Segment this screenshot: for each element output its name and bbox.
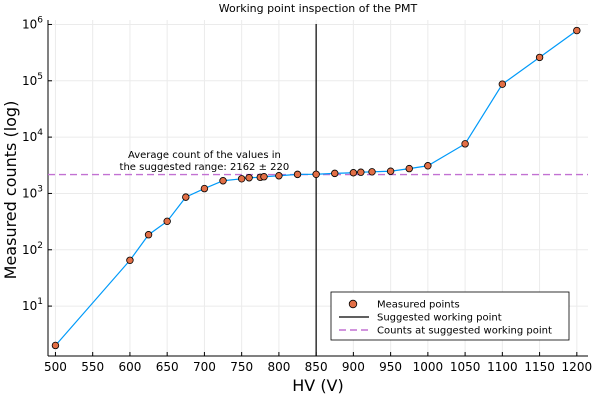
data-point [163,217,171,226]
legend-marker-measured [348,299,358,309]
x-tick-label: 600 [118,360,141,374]
data-point [200,184,209,193]
axes [47,20,588,357]
x-tick-label: 700 [193,360,216,374]
data-point [219,177,227,185]
y-axis-title: Measured counts (log) [1,101,20,280]
data-point [349,169,358,177]
x-axis-title: HV (V) [292,376,344,395]
data-series [51,26,581,350]
x-tick-label: 900 [342,360,365,374]
x-tick-label: 500 [44,360,67,374]
annotation-line: the suggested range: 2162 ± 220 [120,162,290,173]
data-point [275,172,283,180]
x-tick-label: 850 [305,360,328,374]
data-point [535,53,544,62]
y-tick-label: 102 [22,241,43,257]
data-point [405,164,413,173]
y-tick-label: 101 [22,297,43,313]
data-point [498,80,507,88]
legend-label: Measured points [377,300,460,311]
x-tick-label: 750 [230,360,253,374]
data-point [144,231,153,239]
x-tick-label: 1000 [413,360,444,374]
x-tick-label: 800 [267,360,290,374]
x-tick-label: 1200 [562,360,593,374]
y-tick-label: 103 [22,184,43,200]
data-point [182,193,190,201]
data-point [312,170,320,178]
data-point [126,256,134,265]
data-point [293,170,302,179]
chart-title: Working point inspection of the PMT [219,2,418,15]
x-tick-label: 950 [379,360,402,374]
x-axis-ticks: 500 550 600 650 700 750 800 850 900 950 1000 1050 11… [44,352,592,374]
data-point [573,26,581,35]
legend-label: Counts at suggested working point [377,326,552,337]
data-point [357,168,365,176]
data-point [260,173,268,181]
data-point [331,169,339,178]
data-point [424,162,432,170]
data-point [368,168,376,176]
annotation-line: Average count of the values in [128,150,281,161]
x-tick-label: 1100 [487,360,518,374]
data-point [51,341,60,350]
legend: Measured points Suggested working point Co… [330,291,570,341]
data-point [386,167,395,175]
legend-box [330,291,570,341]
legend-label: Suggested working point [377,313,502,324]
data-point [237,175,246,183]
y-tick-label: 105 [22,72,43,88]
data-point [461,140,469,148]
x-tick-label: 550 [81,360,104,374]
y-tick-label: 106 [22,15,43,31]
x-tick-label: 1150 [524,360,555,374]
x-tick-label: 650 [156,360,179,374]
x-tick-label: 1050 [450,360,481,374]
data-point [245,174,253,182]
y-axis-ticks: 101 102 103 104 105 106 [22,15,52,313]
y-tick-label: 104 [22,128,43,144]
